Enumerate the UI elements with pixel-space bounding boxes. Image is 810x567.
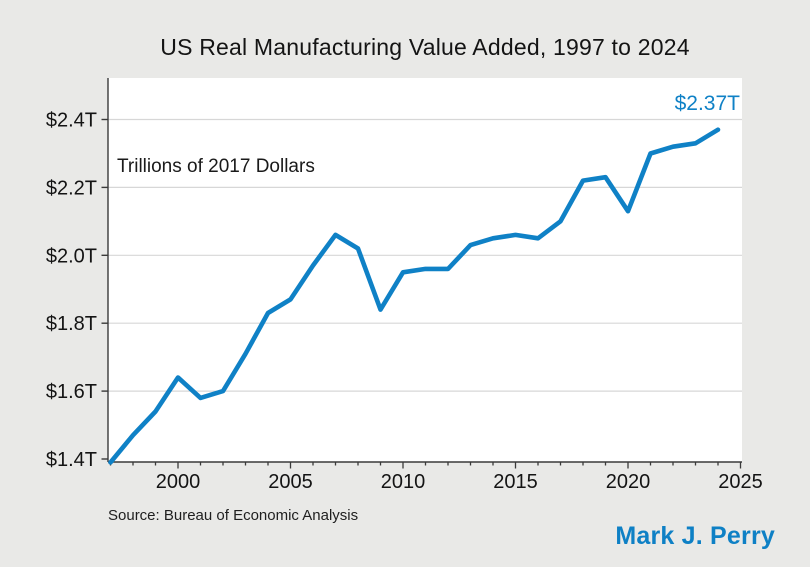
endpoint-value-label: $2.37T: [674, 92, 740, 115]
x-axis-ticks: 2000 2005 2010 2015 2020 2025: [109, 462, 763, 493]
x-tick-label: 2005: [268, 471, 313, 493]
gridlines: [108, 118, 742, 392]
y-tick-label: $2.2T: [46, 177, 97, 199]
y-tick-label: $1.6T: [46, 381, 97, 403]
data-series-line: [108, 127, 721, 465]
y-tick-label: $1.4T: [46, 449, 97, 471]
x-tick-label: 2015: [493, 471, 538, 493]
y-tick-label: $2.4T: [46, 110, 97, 132]
chart-title: US Real Manufacturing Value Added, 1997 …: [160, 34, 690, 60]
y-tick-label: $2.0T: [46, 245, 97, 267]
units-annotation: Trillions of 2017 Dollars: [117, 156, 315, 177]
y-tick-label: $1.8T: [46, 313, 97, 335]
x-tick-label: 2010: [381, 471, 426, 493]
source-note: Source: Bureau of Economic Analysis: [108, 507, 359, 524]
author-credit: Mark J. Perry: [615, 522, 775, 550]
x-tick-label: 2000: [156, 471, 201, 493]
x-tick-label: 2020: [606, 471, 651, 493]
x-tick-label: 2025: [718, 471, 763, 493]
y-axis-ticks: $1.4T $1.6T $1.8T $2.0T $2.2T $2.4T: [46, 110, 108, 471]
